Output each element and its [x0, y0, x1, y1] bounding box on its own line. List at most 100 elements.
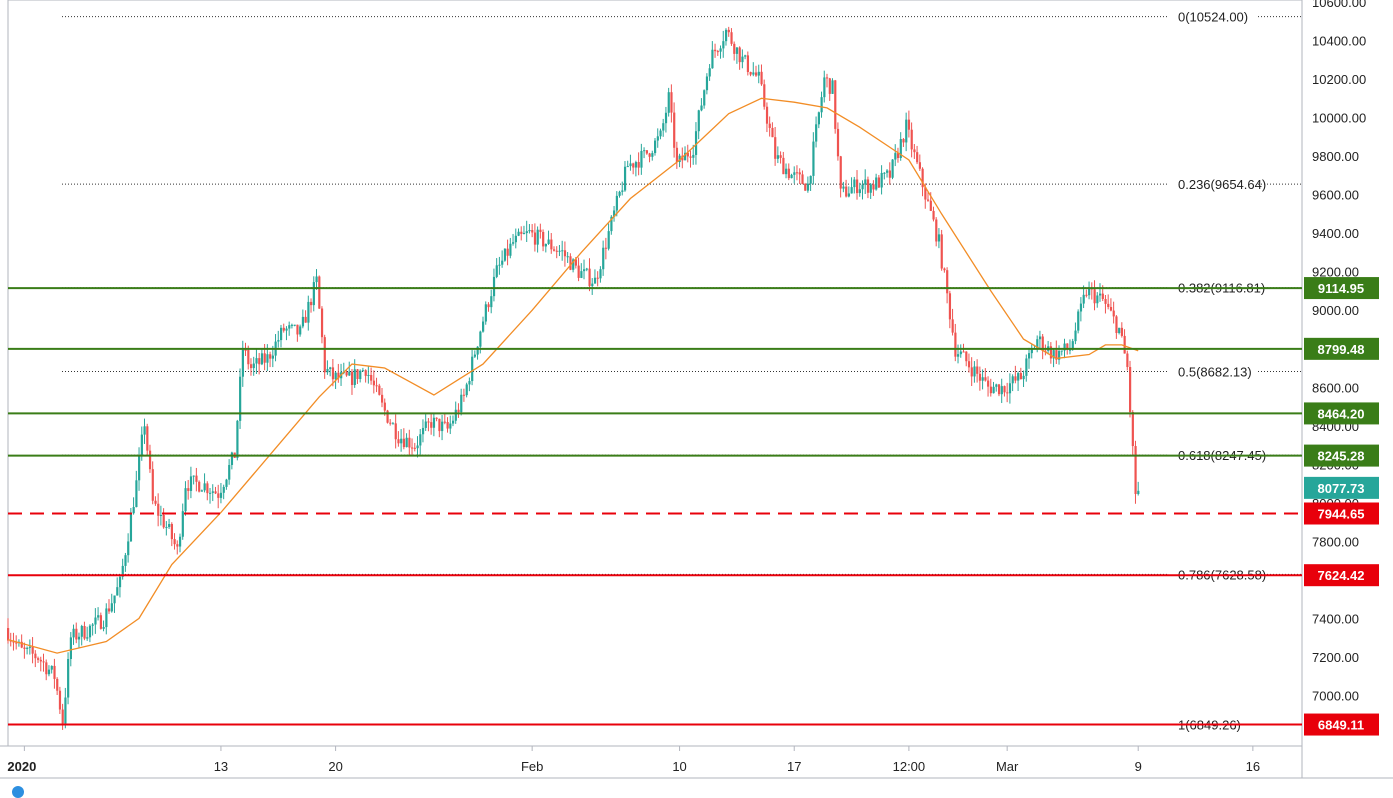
candle-body: [214, 491, 217, 494]
candle-body: [1006, 392, 1009, 394]
price-tick-label: 9400.00: [1312, 226, 1359, 241]
candle-body: [1088, 288, 1091, 296]
candle-body: [129, 513, 133, 542]
candle-body: [1008, 383, 1012, 394]
candle-body: [853, 179, 856, 188]
candle-body: [7, 628, 10, 641]
candle-body: [752, 72, 755, 75]
candle-body: [165, 526, 168, 528]
candle-body: [801, 174, 804, 184]
candle-body: [1060, 350, 1063, 352]
candle-body: [1129, 367, 1132, 413]
candle-body: [471, 356, 474, 382]
candle-body: [558, 250, 561, 252]
candle-body: [252, 363, 255, 369]
candle-body: [722, 41, 725, 49]
candle-body: [102, 627, 105, 629]
candle-body: [383, 402, 386, 411]
candle-body: [9, 640, 12, 642]
candle-body: [288, 325, 291, 329]
price-tick-label: 9800.00: [1312, 149, 1359, 164]
price-tick-label: 7000.00: [1312, 688, 1359, 703]
candle-body: [492, 276, 496, 297]
candle-body: [279, 327, 283, 341]
candle-body: [326, 368, 329, 373]
price-tag-label: 9114.95: [1318, 281, 1364, 296]
candle-body: [424, 421, 427, 428]
candle-body: [241, 349, 244, 377]
price-tag-bg: [1304, 277, 1379, 300]
candle-body: [547, 239, 550, 244]
candle-body: [856, 179, 859, 194]
candle-body: [97, 615, 100, 618]
candle-body: [604, 247, 608, 249]
candle-body: [1120, 327, 1124, 336]
candle-body: [670, 92, 673, 113]
candle-body: [749, 72, 752, 75]
candle-body: [569, 256, 572, 270]
candle-body: [834, 80, 837, 129]
candle-body: [596, 277, 599, 279]
candle-body: [566, 256, 569, 258]
candle-body: [763, 84, 766, 107]
candle-body: [662, 123, 665, 131]
candle-body: [132, 507, 135, 514]
candle-body: [1041, 336, 1044, 351]
candle-body: [741, 56, 744, 63]
candle-body: [684, 152, 687, 161]
candle-body: [334, 372, 337, 380]
candle-body: [555, 250, 558, 252]
candle-body: [135, 480, 138, 508]
candle-body: [664, 112, 668, 124]
candle-body: [864, 179, 867, 185]
candle-body: [337, 372, 340, 379]
candle-body: [211, 491, 214, 493]
candle-body: [503, 248, 507, 261]
candle-body: [462, 394, 466, 396]
price-tick-label: 10200.00: [1312, 72, 1366, 87]
candle-body: [299, 326, 302, 335]
candle-body: [544, 243, 548, 247]
candle-body: [394, 423, 397, 440]
price-tick-label: 9000.00: [1312, 303, 1359, 318]
candle-body: [258, 358, 261, 365]
candle-body: [195, 475, 198, 482]
candle-body: [978, 373, 982, 381]
candle-body: [714, 49, 717, 52]
candle-body: [1093, 289, 1096, 304]
candle-body: [812, 141, 815, 176]
candle-body: [47, 669, 51, 675]
candle-body: [307, 301, 310, 323]
candle-body: [184, 488, 187, 512]
candle-body: [588, 268, 591, 287]
price-tag-bg: [1304, 402, 1379, 425]
candle-body: [219, 492, 223, 498]
candle-body: [239, 376, 242, 421]
candle-body: [138, 456, 141, 481]
candle-body: [189, 476, 193, 491]
candle-body: [629, 163, 632, 167]
candle-body: [1079, 303, 1083, 312]
candle-body: [476, 346, 479, 355]
candle-body: [1014, 376, 1017, 381]
candle-body: [1063, 343, 1066, 351]
candle-body: [203, 483, 206, 491]
candle-body: [457, 409, 460, 413]
time-tick-label: 12:00: [893, 759, 926, 774]
candle-body: [951, 319, 954, 333]
candle-body: [626, 166, 629, 168]
candle-body: [828, 78, 831, 94]
candle-body: [656, 136, 659, 141]
candle-body: [1112, 310, 1115, 317]
time-tick-label: 17: [787, 759, 801, 774]
candle-body: [787, 168, 790, 179]
candle-body: [550, 239, 553, 250]
candle-body: [45, 662, 48, 675]
candle-body: [815, 124, 818, 142]
candle-body: [293, 324, 296, 326]
candle-body: [795, 172, 799, 174]
candle-body: [782, 157, 785, 175]
time-tick-label: 9: [1135, 759, 1142, 774]
fib-level-label: 0.236(9654.64): [1178, 177, 1266, 192]
